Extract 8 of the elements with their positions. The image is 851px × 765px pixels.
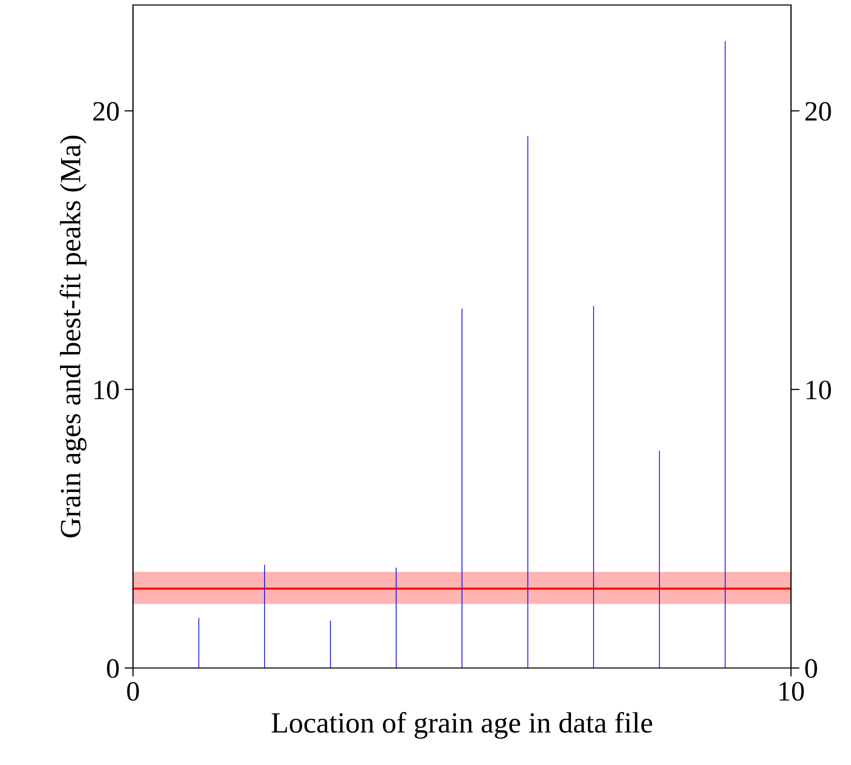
y2-tick-label: 10 [806, 380, 831, 400]
y-tick-label: 10 [94, 380, 119, 400]
y-tick-label: 0 [106, 659, 119, 678]
y2-tick-label: 20 [805, 102, 831, 121]
y-tick-label: 20 [93, 102, 119, 121]
y-axis-title: Grain ages and best-fit peaks (Ma) [60, 136, 86, 538]
y2-tick-label: 0 [805, 659, 818, 678]
x-axis-title: Location of grain age in data file [272, 712, 652, 739]
